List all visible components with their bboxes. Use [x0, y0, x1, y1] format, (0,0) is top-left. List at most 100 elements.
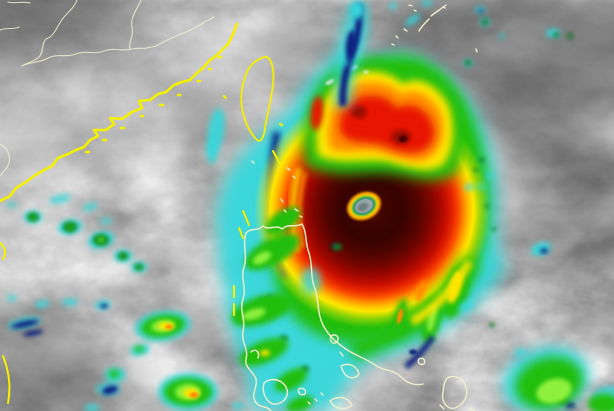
island-outline [417, 357, 426, 366]
channel-cyan-top [350, 1, 364, 19]
band-navy-dot [409, 349, 417, 355]
rainband-green [286, 395, 314, 411]
boundary-dash [272, 150, 281, 165]
cell-cyan [421, 0, 433, 6]
cell-cyan [49, 194, 71, 204]
cell-cyan [62, 299, 78, 305]
band-yellow-core [447, 270, 463, 304]
band-navy-rim [404, 335, 436, 370]
dark-red-core [351, 105, 367, 119]
cell-bright [242, 307, 266, 321]
cell-cyan [389, 3, 397, 9]
cell-ring [485, 204, 489, 208]
cell-ring [492, 227, 496, 231]
cell-cyan [499, 34, 505, 38]
cell-cyan [232, 403, 244, 409]
islet-dots [391, 4, 478, 53]
typhoon-eye [347, 191, 381, 221]
strait-cyan-streak [206, 136, 218, 164]
cells-orange-layer [165, 324, 199, 398]
islet-dots [439, 404, 475, 411]
cell-cyan [35, 300, 49, 308]
overshooting-top [363, 70, 369, 74]
cell-yellow [260, 350, 270, 356]
ryukyu-islands [391, 4, 478, 53]
overshooting-top [325, 78, 335, 86]
border-line [21, 46, 151, 67]
light-cloud-band [170, 230, 220, 370]
cell-navy [11, 319, 39, 329]
cell-ring [489, 323, 495, 327]
visayas-coastlines [262, 334, 475, 411]
cell-ring [553, 32, 559, 38]
islet-dots [307, 392, 324, 405]
cell-cyan [477, 184, 485, 190]
maroon-core [398, 135, 408, 143]
red-hot-tower [310, 96, 324, 130]
boundary-dash [238, 227, 244, 239]
cell-cyan [407, 14, 421, 24]
cell-green [588, 394, 614, 411]
cell-cyan [405, 22, 411, 26]
luzon-coastline [241, 160, 424, 411]
cell-cyan [84, 405, 100, 411]
cell-orange [165, 324, 173, 330]
cell-ring [479, 157, 485, 163]
cell-ring [332, 243, 342, 251]
border-line [0, 26, 20, 31]
cell-bright [99, 238, 103, 242]
boundary-arc [2, 355, 11, 404]
border-line [21, 0, 78, 67]
cell-cyan [341, 60, 349, 66]
cell-green [109, 370, 119, 378]
cell-navy [23, 329, 43, 337]
china-coastline [0, 22, 239, 203]
taiwan-islets [222, 94, 284, 127]
band-yellow [409, 259, 473, 326]
luzon-north-east-coast [245, 223, 424, 386]
cell-green [136, 265, 142, 269]
band-orange-core [415, 280, 427, 302]
cell-bright [252, 251, 272, 265]
masbate-outline [340, 363, 360, 379]
rainband-green [265, 206, 301, 236]
island-outline [329, 334, 339, 344]
province-borders [0, 0, 215, 177]
cell-green [134, 346, 144, 352]
rainband-green [274, 368, 308, 392]
cell-bright [536, 378, 572, 404]
cells-navy-layer [11, 9, 575, 408]
cell-ring [474, 168, 478, 172]
cell-navy [479, 9, 483, 13]
taiwan-coastline [240, 55, 275, 142]
babuyan-islands [251, 160, 303, 218]
cell-cyan [7, 295, 17, 301]
border-line [7, 1, 31, 4]
border-line [148, 16, 215, 48]
spiral-rainband [348, 255, 480, 370]
border-line [0, 143, 11, 177]
cell-ring [482, 19, 488, 25]
band-orange-core [396, 308, 404, 324]
coastlines-cream [0, 0, 478, 411]
cell-ring [567, 33, 573, 39]
inflow-channel [334, 1, 368, 107]
manila-bay [250, 349, 260, 359]
cell-green [120, 254, 126, 258]
islet-dots [339, 351, 344, 357]
cell-cyan [514, 349, 526, 355]
cell-navy [102, 385, 118, 395]
border-line [129, 0, 142, 50]
cell-green [65, 224, 75, 230]
cell-cyan [464, 183, 474, 191]
channel-navy-blob [345, 30, 357, 58]
island-outline [430, 4, 447, 17]
moat-cyan-smudge [301, 267, 321, 295]
eye-center-shadow [357, 202, 369, 212]
cell-green [29, 214, 37, 220]
cell-orange [189, 392, 199, 398]
cell-cyan [82, 203, 98, 211]
coastlines-yellow [0, 22, 284, 260]
